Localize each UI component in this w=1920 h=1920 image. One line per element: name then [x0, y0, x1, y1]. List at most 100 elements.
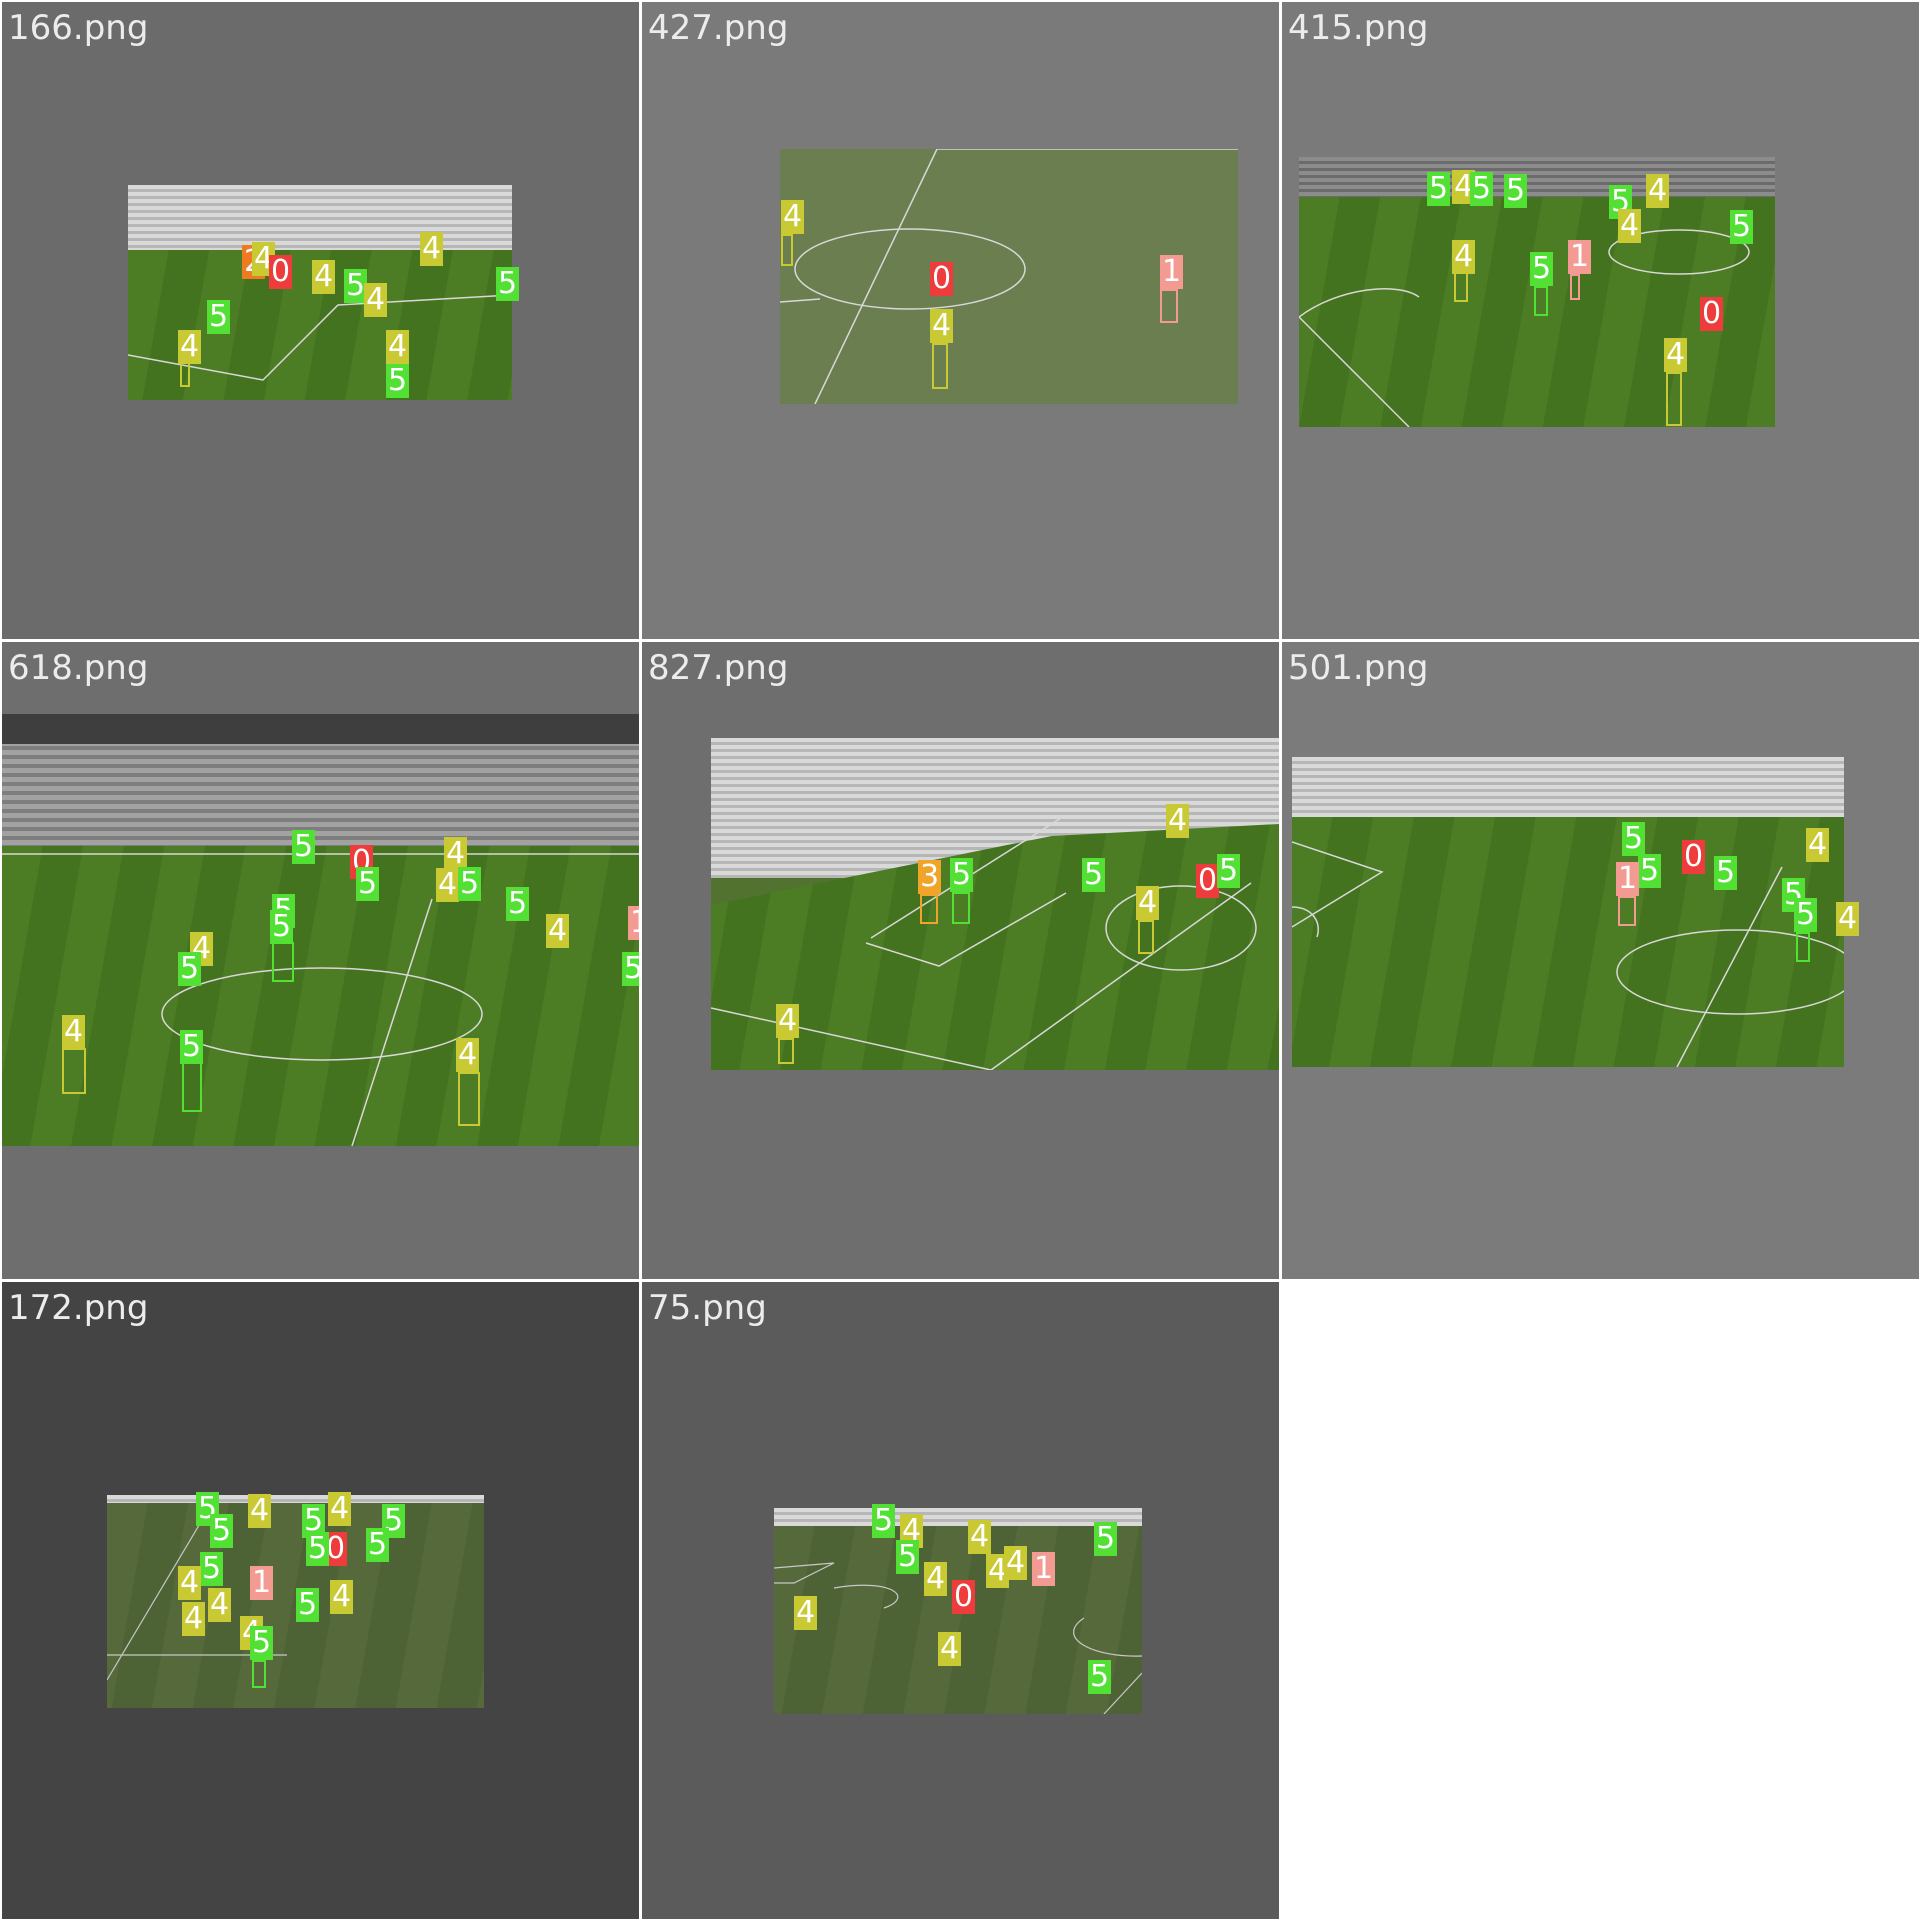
bounding-box	[1138, 920, 1154, 954]
class-label: 4	[328, 1491, 352, 1526]
bounding-box	[1796, 932, 1810, 962]
mosaic-tile: 75.png 5 4 5 4 5 4 4 4 1 0 4 4 5	[642, 1282, 1279, 1919]
class-label: 5	[950, 857, 974, 892]
class-label: 4	[248, 1493, 272, 1528]
class-label: 3	[918, 859, 942, 894]
mosaic-tile: 415.png 5 4 5 5 5 4 4 5 4 5 1 0 4	[1282, 2, 1919, 639]
class-label: 4	[1646, 173, 1670, 208]
class-label: 4	[781, 199, 805, 234]
class-label: 5	[250, 1625, 274, 1660]
class-label: 5	[458, 866, 482, 901]
class-label: 0	[1196, 863, 1220, 898]
class-label: 5	[506, 886, 530, 921]
class-label: 4	[312, 259, 336, 294]
bounding-box	[1454, 272, 1468, 302]
class-label: 4	[968, 1519, 992, 1554]
bounding-box	[180, 362, 190, 387]
class-label: 4	[986, 1553, 1010, 1588]
class-label: 4	[1166, 803, 1190, 838]
class-label: 4	[1452, 169, 1476, 204]
class-label: 5	[1638, 853, 1662, 888]
class-label: 4	[1004, 1545, 1028, 1580]
class-label: 4	[1806, 827, 1830, 862]
class-label: 5	[306, 1531, 330, 1566]
tile-filename: 415.png	[1288, 8, 1429, 48]
tile-filename: 827.png	[648, 648, 789, 688]
class-label: 4	[546, 913, 570, 948]
class-label: 5	[1217, 853, 1241, 888]
bounding-box	[1618, 896, 1636, 926]
tile-filename: 75.png	[648, 1288, 767, 1328]
class-label: 4	[178, 329, 202, 364]
class-label: 5	[872, 1503, 896, 1538]
class-label: 4	[938, 1631, 962, 1666]
mosaic-tile: 166.png 2 4 0 4 5 4 4 5 5 4 4 5	[2, 2, 639, 639]
class-label: 4	[330, 1579, 354, 1614]
class-label: 4	[1664, 337, 1688, 372]
bounding-box	[932, 343, 948, 389]
class-label: 1	[628, 906, 639, 940]
class-label: 5	[1094, 1521, 1118, 1556]
tile-filename: 501.png	[1288, 648, 1429, 688]
class-label: 4	[1618, 208, 1642, 243]
class-label: 4	[1836, 901, 1860, 936]
mosaic-tile: 827.png 4 3 5 5 0 5 4 4	[642, 642, 1279, 1279]
class-label: 4	[900, 1513, 924, 1548]
empty-cell	[1282, 1282, 1919, 1919]
class-label: 5	[386, 363, 410, 398]
tile-photo	[1292, 757, 1844, 1067]
class-label: 5	[1082, 857, 1106, 892]
bounding-box	[62, 1048, 86, 1094]
tile-photo	[1299, 157, 1775, 427]
mosaic-tile: 172.png 5 4 5 4 5 5 0 5 5 5 4 1 4 4 5 4 …	[2, 1282, 639, 1919]
class-label: 4	[208, 1587, 232, 1622]
class-label: 4	[444, 836, 468, 871]
bounding-box	[778, 1038, 794, 1064]
class-label: 5	[1730, 209, 1754, 244]
bounding-box	[920, 894, 938, 924]
class-label: 0	[1682, 839, 1706, 874]
class-label: 4	[924, 1561, 948, 1596]
mosaic-tile: 501.png 5 0 5 1 5 4 5 5 4	[1282, 642, 1919, 1279]
class-label: 5	[1504, 173, 1528, 208]
class-label: 5	[292, 829, 316, 864]
class-label: 4	[182, 1601, 206, 1636]
class-label: 5	[302, 1503, 326, 1538]
class-label: 5	[210, 1513, 234, 1548]
class-label: 5	[1470, 171, 1494, 206]
class-label: 4	[62, 1014, 86, 1049]
tile-filename: 172.png	[8, 1288, 149, 1328]
bounding-box	[272, 942, 294, 982]
class-label: 5	[1622, 821, 1646, 856]
bounding-box	[458, 1072, 480, 1126]
class-label: 4	[1136, 885, 1160, 920]
tile-photo	[128, 185, 512, 400]
bounding-box	[1666, 372, 1682, 426]
bounding-box	[952, 892, 970, 924]
class-label: 4	[436, 867, 460, 902]
class-label: 5	[296, 1587, 320, 1622]
class-label: 5	[1794, 897, 1818, 932]
class-label: 1	[1568, 239, 1592, 274]
class-label: 4	[386, 329, 410, 364]
class-label: 5	[1714, 855, 1738, 890]
class-label: 1	[1616, 861, 1640, 896]
bounding-box	[1570, 274, 1580, 300]
class-label: 5	[366, 1527, 390, 1562]
class-label: 4	[364, 282, 388, 317]
class-label: 5	[344, 268, 368, 303]
class-label: 4	[420, 231, 444, 266]
class-label: 0	[1700, 296, 1724, 331]
bounding-box	[252, 1660, 266, 1688]
class-label: 0	[952, 1579, 976, 1614]
mosaic-tile: 618.png 5 0 4 5 4 5 5 5 5 4 1 4 5 5 4 5 …	[2, 642, 639, 1279]
class-label: 5	[207, 299, 231, 334]
bounding-box	[1534, 286, 1548, 316]
class-label: 5	[1088, 1659, 1112, 1694]
class-label: 4	[178, 1565, 202, 1600]
class-label: 5	[200, 1551, 224, 1586]
class-label: 5	[178, 951, 202, 986]
class-label: 0	[324, 1531, 348, 1566]
class-label: 4	[1452, 239, 1476, 274]
class-label: 0	[930, 261, 954, 296]
